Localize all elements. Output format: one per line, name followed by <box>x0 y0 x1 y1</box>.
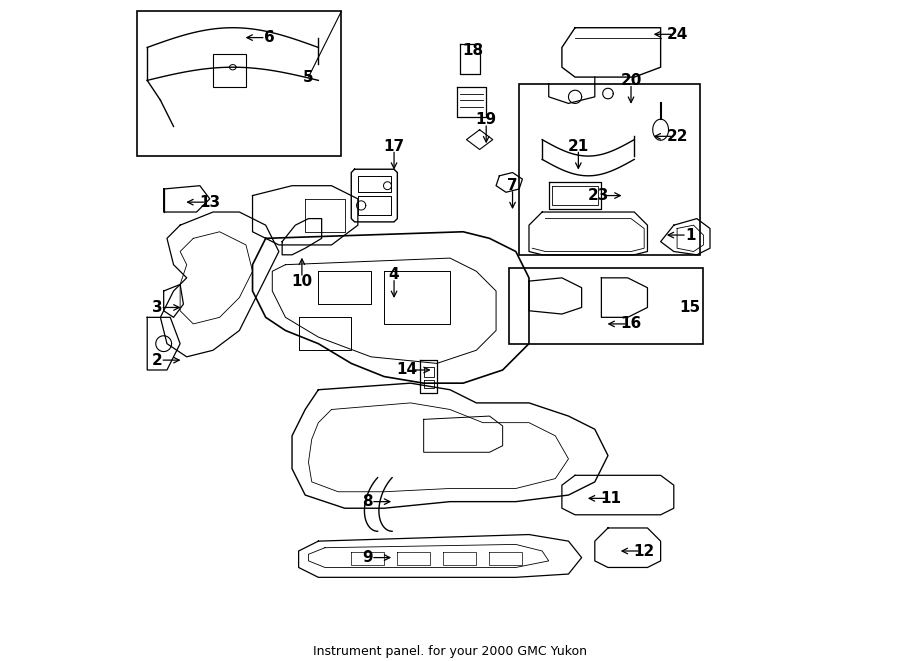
Text: 13: 13 <box>199 194 220 210</box>
Text: 22: 22 <box>666 129 688 144</box>
Text: 24: 24 <box>666 27 688 42</box>
Text: 11: 11 <box>601 491 622 506</box>
Text: 8: 8 <box>363 494 373 509</box>
Text: 2: 2 <box>152 352 163 368</box>
Text: 6: 6 <box>264 30 274 45</box>
Text: 5: 5 <box>303 69 314 85</box>
Text: 1: 1 <box>685 227 696 243</box>
Bar <box>519 84 700 254</box>
Text: 4: 4 <box>389 267 400 282</box>
Text: 15: 15 <box>680 300 701 315</box>
Text: 17: 17 <box>383 139 405 154</box>
Text: 20: 20 <box>620 73 642 88</box>
Text: 10: 10 <box>292 274 312 289</box>
Text: 14: 14 <box>397 362 418 377</box>
Bar <box>138 11 341 156</box>
Bar <box>509 268 704 344</box>
Bar <box>213 54 246 87</box>
Text: 9: 9 <box>363 550 373 565</box>
Text: 16: 16 <box>620 317 642 331</box>
Text: 19: 19 <box>475 112 497 128</box>
Text: 7: 7 <box>508 178 518 193</box>
Text: 21: 21 <box>568 139 589 154</box>
Text: Instrument panel. for your 2000 GMC Yukon: Instrument panel. for your 2000 GMC Yuko… <box>313 645 587 658</box>
Text: 12: 12 <box>634 543 655 559</box>
Text: 3: 3 <box>152 300 162 315</box>
Text: 18: 18 <box>463 43 483 58</box>
Text: 23: 23 <box>588 188 608 203</box>
